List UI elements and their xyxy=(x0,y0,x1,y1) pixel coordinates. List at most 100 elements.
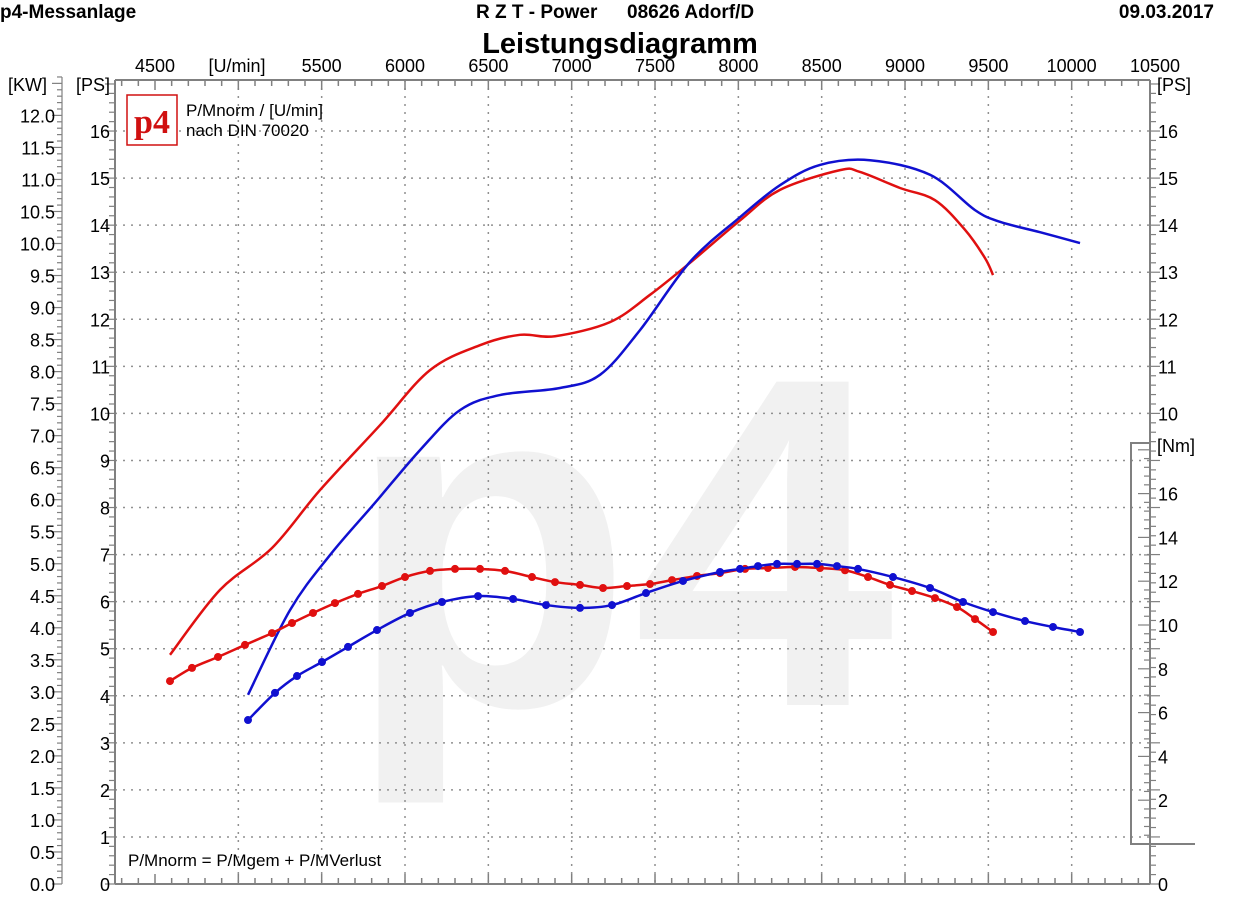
torque-blue-point xyxy=(344,642,353,651)
watermark: p4 xyxy=(346,280,897,808)
ps-tick-label: 10 xyxy=(90,404,110,424)
kw-tick-label: 2.5 xyxy=(30,715,55,735)
ps-tick-label: 15 xyxy=(90,169,110,189)
torque-blue-point xyxy=(642,589,651,598)
nm-tick-label: 14 xyxy=(1158,528,1178,548)
torque-blue-point xyxy=(293,672,302,681)
x-tick-label: 7000 xyxy=(552,56,592,76)
torque-blue-point xyxy=(854,564,863,573)
torque-blue-point xyxy=(889,573,898,582)
torque-red-point xyxy=(864,573,873,582)
ps-tick-label: 11 xyxy=(91,357,110,377)
kw-tick-label: 5.5 xyxy=(30,523,55,543)
kw-tick-label: 4.5 xyxy=(30,587,55,607)
x-tick-label: 10000 xyxy=(1047,56,1097,76)
x-tick-label: 9500 xyxy=(968,56,1008,76)
torque-red-point xyxy=(931,594,940,603)
x-tick-label: 9000 xyxy=(885,56,925,76)
nm-tick-label: 16 xyxy=(1158,485,1178,505)
header-location: 08626 Adorf/D xyxy=(627,2,754,23)
torque-red-point xyxy=(551,578,560,587)
ps-right-axis-label: [PS] xyxy=(1157,75,1191,95)
torque-blue-point xyxy=(926,583,935,592)
torque-red-point xyxy=(646,580,655,589)
kw-tick-label: 5.0 xyxy=(30,555,55,575)
torque-red-point xyxy=(476,564,485,573)
torque-blue-point xyxy=(679,576,688,585)
torque-red-point xyxy=(214,652,223,661)
ps-tick-label: 14 xyxy=(90,216,110,236)
torque-red-point xyxy=(501,566,510,575)
kw-tick-label: 3.0 xyxy=(30,683,55,703)
kw-tick-label: 6.5 xyxy=(30,459,55,479)
torque-blue-point xyxy=(271,688,280,697)
ps-tick-label: 2 xyxy=(100,781,110,801)
kw-tick-label: 2.0 xyxy=(30,747,55,767)
torque-blue-point xyxy=(406,608,415,617)
ps-tick-label: 13 xyxy=(90,263,110,283)
nm-scale-bracket xyxy=(1130,442,1195,845)
ps-tick-label: 8 xyxy=(100,499,110,519)
ps-tick-label: 1 xyxy=(100,828,110,848)
torque-blue-point xyxy=(608,601,617,610)
kw-tick-label: 9.0 xyxy=(30,299,55,319)
torque-blue-point xyxy=(373,626,382,635)
torque-blue-point xyxy=(1049,622,1058,631)
series xyxy=(166,158,1085,725)
torque-red-point xyxy=(971,615,980,624)
torque-blue-point xyxy=(736,564,745,573)
kw-tick-label: 11.0 xyxy=(21,170,55,190)
torque-red-point xyxy=(886,580,895,589)
torque-blue-point xyxy=(318,658,327,667)
torque-red-point xyxy=(188,663,197,672)
torque-red-point xyxy=(989,628,998,637)
ps-tick-label: 16 xyxy=(90,122,110,142)
torque-red-point xyxy=(528,573,537,582)
x-tick-label: 8500 xyxy=(802,56,842,76)
torque-blue-point xyxy=(754,562,763,571)
legend-line-2: nach DIN 70020 xyxy=(186,121,309,140)
legend-line-1: P/Mnorm / [U/min] xyxy=(186,101,323,120)
logo-text: p4 xyxy=(134,104,170,141)
ps-right-tick-label: 12 xyxy=(1158,310,1178,330)
footnote: P/Mnorm = P/Mgem + P/MVerlust xyxy=(128,851,381,870)
torque-blue-point xyxy=(509,594,518,603)
ps-right-tick-label: 15 xyxy=(1158,169,1178,189)
nm-tick-label: 2 xyxy=(1158,791,1168,811)
kw-tick-label: 1.0 xyxy=(30,811,55,831)
ps-right-tick-label: 13 xyxy=(1158,263,1178,283)
torque-red-point xyxy=(908,587,917,596)
kw-tick-label: 0.5 xyxy=(30,843,55,863)
torque-blue-point xyxy=(989,608,998,617)
torque-blue-point xyxy=(474,592,483,601)
torque-red-point xyxy=(331,599,340,608)
ps-axis-label: [PS] xyxy=(76,75,110,95)
kw-tick-label: 1.5 xyxy=(30,779,55,799)
x-tick-label: 6500 xyxy=(468,56,508,76)
torque-red-point xyxy=(354,589,363,598)
kw-tick-label: 10.0 xyxy=(20,235,55,255)
kw-tick-label: 11.5 xyxy=(21,138,55,158)
ps-right-tick-label: 14 xyxy=(1158,216,1178,236)
torque-red-point xyxy=(288,619,297,628)
x-tick-label: 8000 xyxy=(718,56,758,76)
torque-blue-point xyxy=(1021,617,1030,626)
grid xyxy=(115,80,1150,884)
ps-tick-label: 5 xyxy=(100,640,110,660)
kw-tick-label: 8.5 xyxy=(30,331,55,351)
ps-right-tick-label: 0 xyxy=(1158,875,1168,895)
torque-red-point xyxy=(309,608,318,617)
torque-red-point xyxy=(451,564,460,573)
torque-blue-point xyxy=(773,559,782,568)
kw-tick-label: 9.5 xyxy=(30,267,55,287)
nm-tick-label: 6 xyxy=(1158,704,1168,724)
x-tick-label: 4500 xyxy=(135,56,175,76)
kw-tick-label: 6.0 xyxy=(30,491,55,511)
ps-tick-label: 3 xyxy=(100,734,110,754)
torque-blue-point xyxy=(813,559,822,568)
tick-labels: 4500 5500 6000 6500 7000 7500 8000 8500 9000 9500… xyxy=(20,56,1180,895)
power-blue-line xyxy=(246,158,1081,696)
kw-tick-label: 10.5 xyxy=(20,202,55,222)
nm-tick-label: 12 xyxy=(1158,572,1178,592)
